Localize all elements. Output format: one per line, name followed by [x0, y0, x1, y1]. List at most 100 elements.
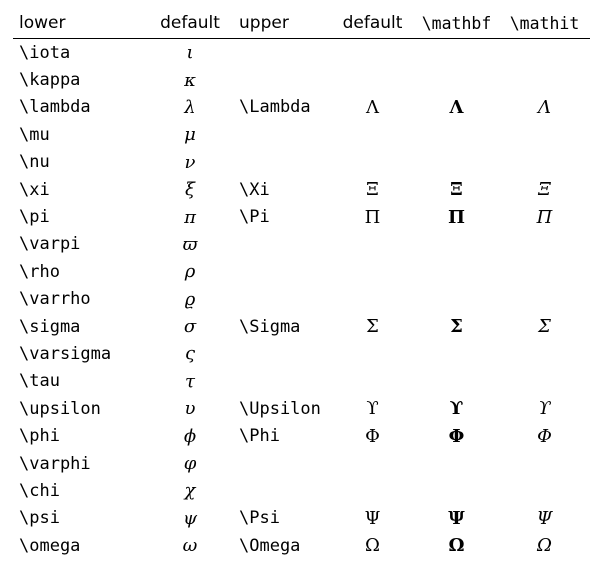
lower-command: \varphi: [19, 453, 91, 474]
upper-command: \Xi: [239, 179, 270, 200]
table-row: \psi ψ \Psi Ψ Ψ Ψ: [13, 505, 590, 532]
upper-default-symbol: Λ: [366, 96, 379, 118]
header-lower-default: default: [160, 13, 220, 33]
lower-default-symbol: ν: [184, 151, 196, 173]
lower-command: \lambda: [19, 97, 91, 118]
upper-command: \Phi: [239, 426, 280, 447]
upper-default-symbol: ϒ: [366, 398, 379, 420]
upper-mathit-symbol: Ξ: [538, 179, 551, 201]
lower-default-symbol: υ: [184, 398, 196, 420]
lower-default-symbol: ω: [182, 535, 198, 557]
upper-mathit-symbol: [499, 286, 590, 313]
upper-mathbf-symbol: ϒ: [449, 398, 464, 420]
table-row: \omega ω \Omega Ω Ω Ω: [13, 532, 590, 559]
lower-default-symbol: ς: [184, 343, 196, 365]
upper-mathbf-symbol: [414, 258, 499, 285]
upper-mathbf-symbol: Λ: [449, 96, 464, 118]
upper-mathit-symbol: [499, 258, 590, 285]
table-row: \varpi ϖ: [13, 231, 590, 258]
upper-command: \Pi: [239, 207, 270, 228]
upper-command: \Omega: [239, 535, 301, 556]
upper-mathbf-symbol: Φ: [448, 425, 465, 447]
upper-mathbf-symbol: Σ: [450, 316, 463, 338]
table-row: \mu μ: [13, 121, 590, 148]
upper-default-symbol: [331, 340, 414, 367]
upper-command: [233, 286, 331, 313]
upper-mathbf-symbol: [414, 231, 499, 258]
upper-default-symbol: [331, 39, 414, 67]
table-row: \rho ρ: [13, 258, 590, 285]
lower-default-symbol: ϖ: [182, 233, 198, 255]
upper-default-symbol: Π: [364, 206, 381, 228]
header-mathit: \mathit: [509, 13, 580, 33]
lower-default-symbol: ρ: [184, 261, 196, 283]
table-row: \varrho ϱ: [13, 286, 590, 313]
lower-command: \kappa: [19, 70, 81, 91]
table-row: \upsilon υ \Upsilon ϒ ϒ ϒ: [13, 395, 590, 422]
upper-mathbf-symbol: Ψ: [448, 507, 465, 529]
table-row: \lambda λ \Lambda Λ Λ Λ: [13, 94, 590, 121]
upper-command: \Upsilon: [239, 398, 321, 419]
upper-mathbf-symbol: [414, 66, 499, 93]
upper-default-symbol: Φ: [365, 425, 380, 447]
upper-mathit-symbol: [499, 121, 590, 148]
header-upper: upper: [239, 13, 289, 33]
lower-command: \psi: [19, 508, 60, 529]
upper-command: [233, 149, 331, 176]
lower-default-symbol: σ: [183, 316, 197, 338]
lower-command: \iota: [19, 42, 71, 63]
upper-command: [233, 39, 331, 67]
table-row: \xi ξ \Xi Ξ Ξ Ξ: [13, 176, 590, 203]
upper-default-symbol: [331, 368, 414, 395]
lower-command: \tau: [19, 371, 60, 392]
lower-default-symbol: χ: [184, 480, 196, 502]
upper-mathit-symbol: Ω: [537, 535, 552, 557]
greek-letters-table: lower default upper default \mathbf \mat…: [13, 8, 590, 559]
upper-command: [233, 258, 331, 285]
upper-mathit-symbol: Π: [536, 206, 553, 228]
upper-default-symbol: Ξ: [366, 179, 379, 201]
upper-mathit-symbol: [499, 368, 590, 395]
table-row: \pi π \Pi Π Π Π: [13, 203, 590, 230]
table-row: \nu ν: [13, 149, 590, 176]
lower-default-symbol: ψ: [182, 507, 198, 529]
upper-default-symbol: [331, 121, 414, 148]
table-row: \sigma σ \Sigma Σ Σ Σ: [13, 313, 590, 340]
lower-default-symbol: ϕ: [183, 425, 197, 447]
upper-mathit-symbol: Φ: [537, 425, 552, 447]
table-body: \iota ι \kappa κ \lambda λ \Lambda Λ Λ Λ \mu μ \nu ν \…: [13, 39, 590, 560]
table-header: lower default upper default \mathbf \mat…: [13, 8, 590, 39]
upper-default-symbol: [331, 258, 414, 285]
upper-mathit-symbol: Λ: [538, 96, 551, 118]
table-row: \varphi φ: [13, 450, 590, 477]
upper-command: [233, 340, 331, 367]
header-mathbf: \mathbf: [421, 13, 492, 33]
upper-default-symbol: [331, 66, 414, 93]
lower-command: \rho: [19, 261, 60, 282]
upper-default-symbol: [331, 286, 414, 313]
upper-mathbf-symbol: [414, 286, 499, 313]
header-upper-default: default: [342, 13, 403, 33]
lower-default-symbol: μ: [184, 124, 196, 146]
upper-mathbf-symbol: Π: [448, 206, 465, 228]
lower-command: \sigma: [19, 316, 81, 337]
upper-mathbf-symbol: Ω: [448, 535, 465, 557]
lower-command: \xi: [19, 179, 50, 200]
lower-default-symbol: κ: [184, 69, 196, 91]
lower-command: \omega: [19, 535, 81, 556]
upper-command: [233, 66, 331, 93]
lower-command: \chi: [19, 480, 60, 501]
upper-mathbf-symbol: [414, 368, 499, 395]
upper-mathit-symbol: [499, 149, 590, 176]
upper-default-symbol: [331, 149, 414, 176]
upper-mathbf-symbol: [414, 340, 499, 367]
lower-default-symbol: τ: [185, 370, 195, 392]
upper-mathit-symbol: Σ: [538, 316, 551, 338]
header-lower: lower: [19, 13, 66, 33]
upper-command: [233, 450, 331, 477]
table-row: \phi ϕ \Phi Φ Φ Φ: [13, 422, 590, 449]
upper-mathit-symbol: [499, 39, 590, 67]
table-row: \varsigma ς: [13, 340, 590, 367]
upper-command: [233, 121, 331, 148]
upper-command: [233, 231, 331, 258]
